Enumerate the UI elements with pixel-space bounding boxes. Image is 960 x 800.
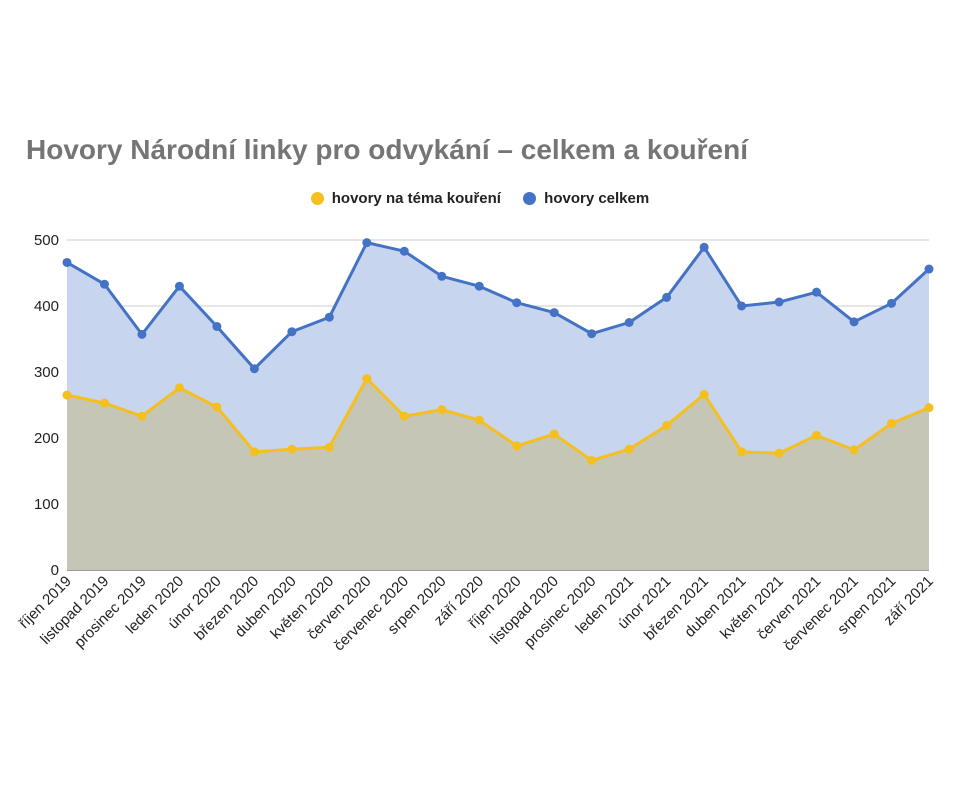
- data-point: [849, 445, 859, 455]
- series-line: [66, 377, 930, 462]
- data-point: [212, 321, 222, 331]
- data-point: [212, 402, 222, 412]
- data-point: [174, 281, 184, 291]
- legend-label-total: hovory celkem: [544, 190, 650, 207]
- data-point: [924, 403, 934, 413]
- data-point: [474, 415, 484, 425]
- data-point: [549, 308, 559, 318]
- data-point: [249, 364, 259, 374]
- data-point: [624, 444, 634, 454]
- y-tick-label: 500: [34, 232, 59, 249]
- legend-item-total: hovory celkem: [523, 190, 649, 207]
- data-point: [62, 390, 72, 400]
- data-point: [924, 264, 934, 274]
- data-point: [887, 298, 897, 308]
- data-point: [587, 455, 597, 465]
- data-point: [662, 420, 672, 430]
- data-point: [512, 298, 522, 308]
- data-point: [174, 383, 184, 393]
- data-point: [849, 317, 859, 327]
- data-point: [737, 301, 747, 311]
- data-point: [512, 441, 522, 451]
- data-point: [549, 429, 559, 439]
- data-point: [287, 327, 297, 337]
- data-point: [362, 374, 372, 384]
- y-tick-label: 400: [34, 298, 59, 315]
- y-tick-label: 100: [34, 496, 59, 513]
- data-point: [812, 430, 822, 440]
- data-point: [587, 329, 597, 339]
- y-tick-label: 200: [34, 430, 59, 447]
- data-point: [774, 297, 784, 307]
- data-point: [362, 238, 372, 248]
- legend-marker-total: [523, 192, 537, 205]
- legend-marker-smoking: [310, 192, 324, 205]
- data-point: [887, 418, 897, 428]
- data-point: [287, 444, 297, 454]
- data-point: [399, 246, 409, 256]
- legend-item-smoking: hovory na téma kouření: [310, 190, 501, 207]
- data-point: [437, 405, 447, 415]
- legend-label-smoking: hovory na téma kouření: [331, 190, 501, 207]
- chart-title: Hovory Národní linky pro odvykání – celk…: [26, 134, 749, 165]
- data-point: [137, 329, 147, 339]
- data-point: [737, 447, 747, 457]
- data-point: [774, 448, 784, 458]
- data-point: [324, 442, 334, 452]
- series-area: [67, 378, 929, 570]
- data-point: [324, 312, 334, 322]
- series-line: [66, 241, 931, 371]
- data-point: [99, 279, 109, 289]
- data-point: [137, 411, 147, 421]
- data-point: [99, 398, 109, 408]
- data-point: [437, 271, 447, 281]
- legend: hovory na téma kouření hovory celkem: [0, 190, 960, 209]
- data-point: [474, 281, 484, 291]
- data-point: [699, 242, 709, 252]
- data-point: [249, 447, 259, 457]
- y-tick-label: 0: [51, 562, 59, 579]
- data-point: [699, 389, 709, 399]
- data-point: [62, 257, 72, 267]
- data-point: [662, 292, 672, 302]
- data-point: [812, 287, 822, 297]
- y-tick-label: 300: [34, 364, 59, 381]
- data-point: [624, 318, 634, 327]
- data-point: [399, 411, 409, 421]
